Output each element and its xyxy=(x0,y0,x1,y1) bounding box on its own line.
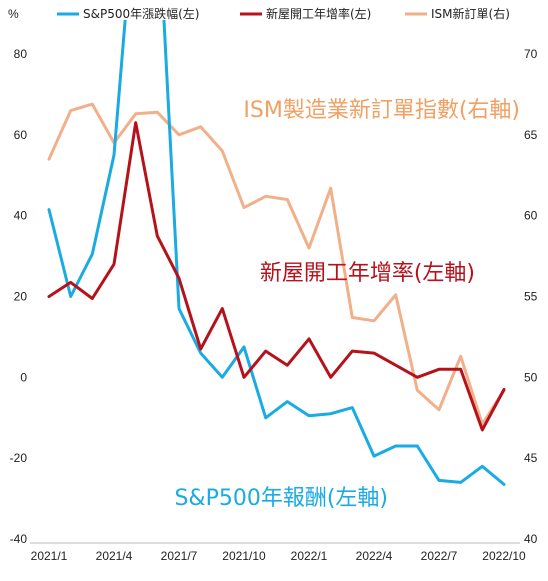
x-tick-label: 2022/10 xyxy=(482,549,526,563)
right-tick-label: 45 xyxy=(524,451,538,465)
x-tick-label: 2021/10 xyxy=(222,549,266,563)
annotation-sp500: S&P500年報酬(左軸) xyxy=(174,486,388,511)
legend-label: S&P500年漲跌幅(左) xyxy=(83,6,199,21)
left-tick-label: 0 xyxy=(20,370,27,384)
right-tick-label: 65 xyxy=(524,128,538,142)
x-tick-label: 2021/7 xyxy=(161,549,198,563)
left-tick-label: -40 xyxy=(10,532,28,546)
x-tick-label: 2022/4 xyxy=(356,549,393,563)
legend: S&P500年漲跌幅(左) 新屋開工年增率(左) ISM新訂單(右) xyxy=(57,6,510,21)
plot-lines xyxy=(47,20,506,486)
left-tick-label: 40 xyxy=(14,209,28,223)
annotation-ism: ISM製造業新訂單指數(右軸) xyxy=(243,98,520,123)
series-line-housing-starts xyxy=(47,121,506,432)
right-axis-ticks: 70 65 60 55 50 45 40 xyxy=(524,47,538,546)
left-tick-label: -20 xyxy=(10,451,28,465)
right-tick-label: 50 xyxy=(524,370,538,384)
series-line-sp500 xyxy=(47,20,506,486)
legend-label: 新屋開工年增率(左) xyxy=(266,6,371,21)
x-tick-label: 2021/1 xyxy=(31,549,68,563)
right-tick-label: 60 xyxy=(524,209,538,223)
right-tick-label: 40 xyxy=(524,532,538,546)
series-line-ism-new-orders xyxy=(47,102,506,426)
left-axis-unit: % xyxy=(8,7,19,21)
left-axis-ticks: 80 60 40 20 0 -20 -40 xyxy=(10,47,28,546)
left-tick-label: 80 xyxy=(14,47,28,61)
x-axis-ticks: 2021/1 2021/4 2021/7 2021/10 2022/1 2022/4 202… xyxy=(31,549,526,563)
right-tick-label: 55 xyxy=(524,290,538,304)
x-tick-label: 2021/4 xyxy=(96,549,133,563)
left-tick-label: 60 xyxy=(14,128,28,142)
x-tick-label: 2022/1 xyxy=(291,549,328,563)
annotation-housing-starts: 新屋開工年增率(左軸) xyxy=(260,261,475,286)
left-tick-label: 20 xyxy=(14,290,28,304)
right-tick-label: 70 xyxy=(524,47,538,61)
legend-label: ISM新訂單(右) xyxy=(431,6,510,21)
x-tick-label: 2022/7 xyxy=(421,549,458,563)
